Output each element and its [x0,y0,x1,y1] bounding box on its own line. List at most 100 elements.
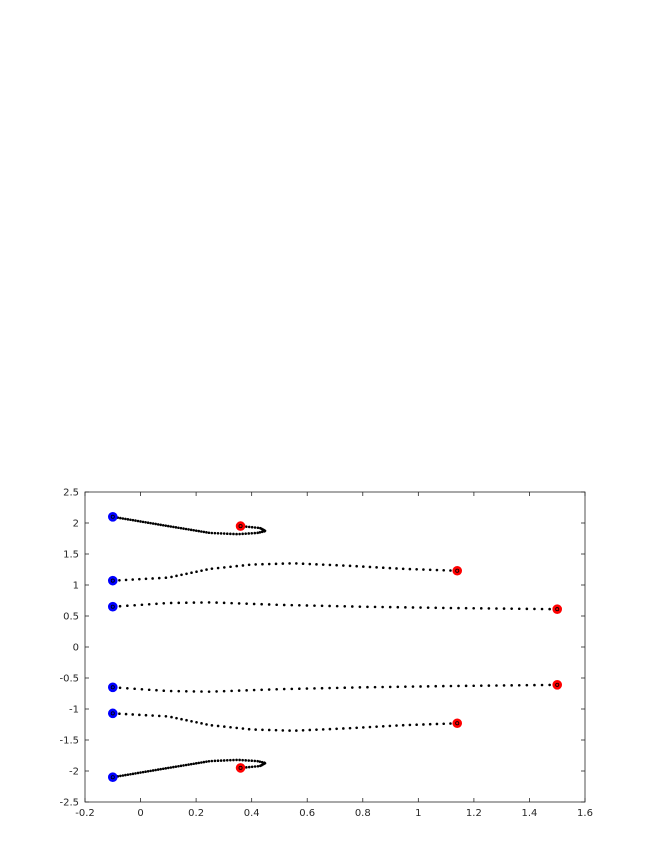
trajectory-point [301,728,305,732]
trajectory-point [207,601,211,604]
trajectory-point [422,568,425,571]
trajectory-point [131,578,134,581]
trajectory-point [124,517,127,521]
y-tick-label: -2.5 [59,798,79,809]
trajectory-point [408,567,412,571]
trajectory-point [179,526,183,530]
trajectory-point [381,605,384,609]
trajectory-point [134,519,137,522]
trajectory-point [189,528,193,532]
trajectory-point [172,525,175,529]
trajectory-point [124,773,127,777]
trajectory-point [139,520,142,523]
trajectory-point [245,602,248,605]
trajectory-point [358,686,362,689]
trajectory-point [404,685,407,688]
x-axis: -0.2 0 0.2 0.4 0.6 0.8 1 1.2 1.4 1.6 [75,492,593,819]
trajectory-point [396,605,400,609]
trajectory-point [301,562,305,566]
trajectory-point [428,568,432,572]
trajectory-series [111,562,459,582]
trajectory-point [141,770,145,774]
trajectory-point [164,576,168,579]
x-tick-label: 1.4 [521,808,537,819]
trajectory-point [241,758,244,762]
trajectory-point [548,683,551,687]
trajectory-point [205,568,208,571]
trajectory-point [335,563,338,567]
trajectory-point [185,718,188,722]
trajectory-point [275,603,278,607]
trajectory-point [144,520,147,524]
trajectory-point [235,532,238,536]
trajectory-point [202,760,206,764]
trajectory-point [200,690,203,693]
trajectory-paths [111,515,559,779]
trajectory-point [533,683,536,687]
trajectory-point [174,765,178,768]
trajectory-point [151,577,154,580]
trajectory-point [177,526,180,530]
trajectory-point [533,607,536,611]
trajectory-point [225,532,229,535]
trajectory-point [252,602,256,606]
trajectory-point [151,522,155,525]
trajectory-point [119,516,122,520]
trajectory-point [124,712,128,716]
trajectory-point [200,761,203,764]
trajectory-point [200,569,203,572]
x-tick-label: 0.4 [244,808,260,819]
trajectory-point [449,684,453,688]
trajectory-point [472,684,475,688]
trajectory-point [154,522,157,526]
x-tick-label: 0.6 [299,808,315,819]
trajectory-point [308,728,312,732]
trajectory-point [175,716,178,720]
trajectory-point [144,713,148,717]
end-marker [552,604,563,614]
trajectory-point [256,759,259,763]
trajectory-point [197,761,201,765]
trajectory-point [422,723,425,726]
trajectory-point [335,727,338,731]
trajectory-point [313,604,316,607]
trajectory-point [155,688,158,692]
trajectory-point [362,726,365,729]
trajectory-point [177,601,181,605]
trajectory-point [274,728,278,732]
trajectory-point [343,605,347,608]
trajectory-point [216,531,220,535]
trajectory-point [435,722,439,726]
trajectory-point [267,688,271,691]
trajectory-point [170,575,173,579]
trajectory-point [328,686,331,690]
trajectory-point [253,759,257,763]
trajectory-point [207,531,211,535]
trajectory-point [138,713,141,717]
trajectory-point [362,565,365,568]
trajectory-point [435,568,439,572]
trajectory-point [342,564,345,567]
trajectory-point [479,607,483,610]
trajectory-point [442,684,445,688]
trajectory-point [342,727,345,730]
trajectory-point [245,766,248,769]
trajectory-point [129,772,132,776]
end-marker [452,565,463,576]
trajectory-point [368,725,372,729]
trajectory-point [252,688,256,692]
trajectory-point [419,606,422,609]
trajectory-point [434,684,438,688]
trajectory-point [335,686,339,690]
trajectory-point [222,601,226,605]
trajectory-point [121,774,125,777]
trajectory-point [205,760,208,763]
trajectory-point [190,719,193,723]
trajectory-point [281,729,285,732]
start-marker [107,511,118,522]
trajectory-point [388,685,392,689]
trajectory-point [194,762,198,765]
trajectory-point [238,758,241,762]
trajectory-point [375,725,378,728]
trajectory-point [540,607,544,611]
